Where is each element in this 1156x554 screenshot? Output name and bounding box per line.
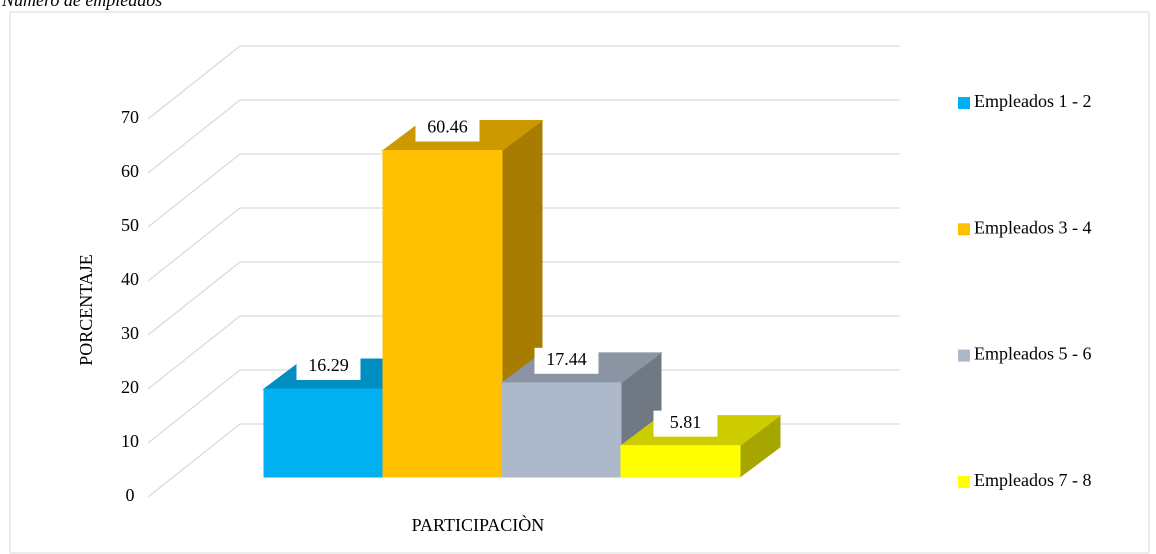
y-tick-label: 70 (121, 107, 139, 127)
legend-swatch (958, 349, 970, 362)
legend-label: Empleados 5 - 6 (974, 344, 1091, 364)
grid-line (147, 261, 900, 336)
legend-swatch (958, 475, 970, 488)
bar-front (263, 388, 384, 478)
legend-swatch (958, 97, 970, 109)
grid-line (147, 315, 900, 390)
x-tick-label: PARTICIPACIÒN (412, 514, 545, 535)
grid-line (147, 369, 900, 444)
chart-title: Número de empleados (1, 0, 162, 10)
bar-front (501, 382, 622, 478)
value-label: 17.44 (546, 349, 587, 369)
value-label: 16.29 (308, 355, 349, 375)
y-tick-label: 40 (121, 269, 139, 289)
legend-label: Empleados 1 - 2 (974, 91, 1091, 111)
legend-label: Empleados 7 - 8 (974, 470, 1091, 490)
y-tick-label: 30 (121, 323, 139, 343)
y-axis-label: PORCENTAJE (76, 254, 96, 366)
y-tick-label: 20 (121, 377, 139, 397)
y-tick-label: 50 (121, 215, 139, 235)
value-label: 5.81 (670, 412, 702, 432)
bar-front (620, 445, 741, 478)
value-label: 60.46 (427, 117, 468, 137)
bar-front (382, 150, 503, 478)
y-tick-label: 10 (121, 431, 139, 451)
grid-line (147, 45, 900, 120)
value-label-box (534, 347, 599, 374)
y-tick-label: 0 (126, 485, 135, 505)
grid-line (147, 207, 900, 282)
value-label-box (296, 354, 361, 381)
value-label-box (415, 115, 480, 142)
legend-label: Empleados 3 - 4 (974, 217, 1091, 237)
value-label-box (653, 410, 718, 437)
grid-line (147, 99, 900, 174)
legend-swatch (958, 223, 970, 236)
y-tick-label: 60 (121, 161, 139, 181)
grid-line (147, 153, 900, 228)
